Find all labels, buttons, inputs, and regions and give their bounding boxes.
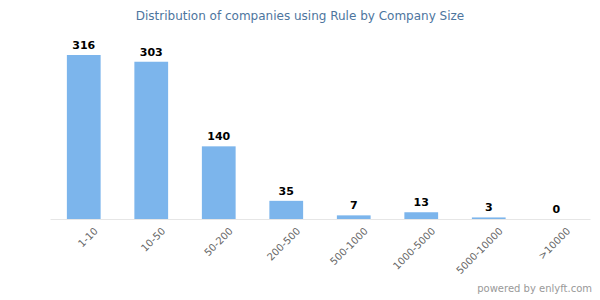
data-label: 316	[72, 39, 95, 52]
data-label: 13	[414, 196, 429, 209]
x-tick-label: 1-10	[76, 225, 100, 249]
bar	[269, 201, 303, 219]
x-tick: >10000	[536, 225, 572, 261]
x-tick: 5000-10000	[454, 225, 505, 276]
bar	[472, 217, 506, 219]
x-tick-label: >10000	[536, 225, 572, 261]
data-label: 3	[485, 201, 493, 214]
bar	[404, 212, 438, 219]
bar	[202, 146, 236, 219]
bars	[67, 55, 506, 219]
x-tick: 1000-5000	[391, 225, 437, 271]
title: Distribution of companies using Rule by …	[136, 9, 464, 23]
plot: 316 303 140 35 7 13 3 0 1-10 10-50 50-200 200-500 50…	[51, 39, 591, 276]
data-label: 303	[140, 46, 163, 59]
bar	[67, 55, 101, 219]
x-tick-label: 200-500	[265, 225, 302, 262]
x-tick: 200-500	[265, 225, 302, 262]
x-tick-label: 50-200	[202, 225, 235, 258]
data-label: 35	[279, 185, 294, 198]
x-tick-label: 1000-5000	[391, 225, 437, 271]
x-tick: 500-1000	[328, 225, 370, 267]
data-label: 7	[350, 199, 358, 212]
bar	[134, 62, 168, 219]
x-axis: 1-10 10-50 50-200 200-500 500-1000 1000-5000 5…	[51, 220, 591, 277]
data-labels: 316 303 140 35 7 13 3 0	[72, 39, 560, 216]
data-label: 0	[552, 203, 560, 216]
x-tick-label: 500-1000	[328, 225, 370, 267]
bar	[337, 215, 371, 219]
data-label: 140	[207, 130, 230, 143]
credit: powered by enlyft.com	[477, 283, 592, 294]
x-tick-label: 10-50	[139, 225, 167, 253]
x-tick: 1-10	[76, 225, 100, 249]
x-tick-label: 5000-10000	[454, 225, 505, 276]
bar	[539, 219, 573, 220]
x-tick: 10-50	[139, 225, 167, 253]
chart: Distribution of companies using Rule by …	[0, 0, 600, 300]
x-tick: 50-200	[202, 225, 235, 258]
x-axis-line	[51, 219, 591, 220]
